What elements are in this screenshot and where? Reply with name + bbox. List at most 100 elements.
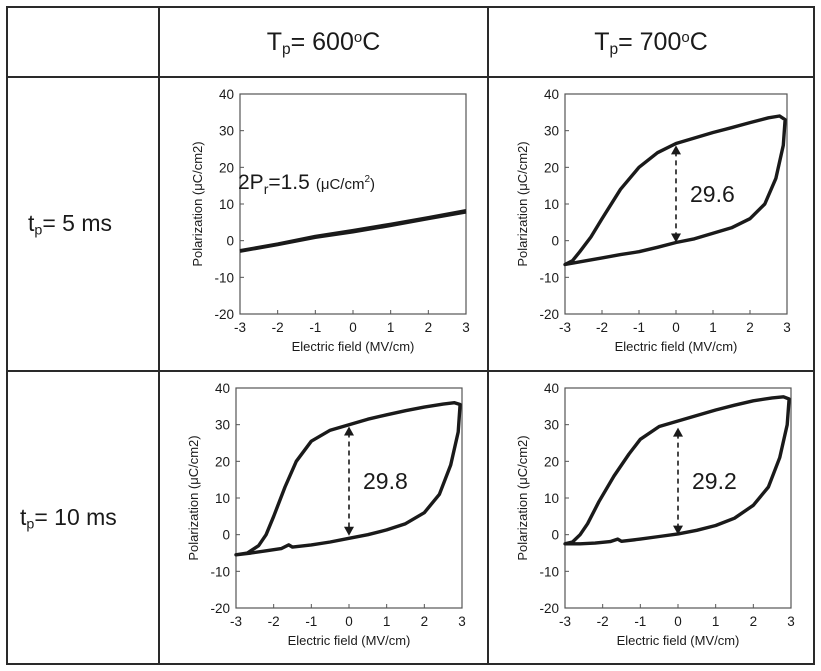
remanent-polarization-value: 29.6 — [690, 181, 735, 207]
row-header-5ms: tp= 5 ms — [28, 210, 112, 239]
x-tick-label: 0 — [345, 614, 353, 629]
table-divider-vertical-2 — [487, 6, 489, 665]
arrow-head-up — [673, 427, 683, 437]
y-tick-label: -20 — [214, 307, 234, 322]
y-tick-label: -10 — [214, 270, 234, 285]
header-degree: o — [353, 28, 363, 46]
x-tick-label: -2 — [596, 320, 608, 335]
y-tick-label: 10 — [544, 491, 559, 506]
y-tick-label: 0 — [226, 234, 234, 249]
remanent-polarization-annotation: 2Pr=1.5 (μC/cm2) — [238, 171, 375, 197]
x-tick-label: -1 — [634, 614, 646, 629]
x-tick-label: 2 — [421, 614, 429, 629]
y-tick-label: 10 — [215, 491, 230, 506]
remanent-polarization-value: 29.8 — [363, 468, 408, 494]
row-symbol: t — [20, 504, 27, 530]
y-tick-label: -10 — [210, 564, 230, 579]
x-tick-label: 2 — [750, 614, 758, 629]
table-divider-horizontal-2 — [6, 370, 815, 372]
y-axis-label: Polarization (μC/cm2) — [186, 435, 201, 560]
x-tick-label: -3 — [230, 614, 242, 629]
table-border-right — [813, 6, 815, 665]
x-tick-label: -1 — [305, 614, 317, 629]
arrow-head-up — [344, 426, 354, 436]
annotation-unit: (μC/cm — [316, 176, 365, 193]
y-tick-label: 10 — [219, 197, 234, 212]
arrow-head-up — [671, 145, 681, 155]
x-tick-label: 2 — [425, 320, 433, 335]
y-tick-label: 30 — [544, 124, 559, 139]
y-tick-label: -20 — [539, 601, 559, 616]
column-header-600C: Tp= 600oC — [160, 28, 487, 59]
x-tick-label: 0 — [672, 320, 680, 335]
x-tick-label: -3 — [234, 320, 246, 335]
y-tick-label: 0 — [551, 234, 559, 249]
y-axis-label: Polarization (μC/cm2) — [190, 141, 205, 266]
arrow-head-down — [673, 525, 683, 535]
arrow-head-down — [671, 233, 681, 243]
x-tick-label: 3 — [783, 320, 791, 335]
column-header-700C: Tp= 700oC — [489, 28, 813, 59]
y-tick-label: 20 — [544, 454, 559, 469]
y-tick-label: 20 — [544, 160, 559, 175]
arrow-head-down — [344, 526, 354, 536]
annotation-value: =1.5 — [268, 171, 309, 194]
y-tick-label: 40 — [544, 87, 559, 102]
x-axis-label: Electric field (MV/cm) — [288, 633, 411, 648]
x-tick-label: -2 — [268, 614, 280, 629]
x-tick-label: -2 — [597, 614, 609, 629]
hysteresis-loop — [234, 401, 462, 557]
header-symbol: T — [266, 28, 282, 56]
x-tick-label: 1 — [387, 320, 395, 335]
header-unit: C — [362, 28, 381, 56]
x-tick-label: 0 — [349, 320, 357, 335]
plot-frame — [564, 93, 788, 315]
x-tick-label: -3 — [559, 320, 571, 335]
chart-panel-10ms-600C: -3 -2 -1 0 1 2 3 -20 -10 0 10 20 30 40 Electric field … — [160, 372, 487, 663]
x-axis-label: Electric field (MV/cm) — [615, 339, 738, 354]
row-value: = 10 ms — [34, 504, 117, 530]
loop-lower-branch — [239, 210, 467, 253]
y-tick-label: 30 — [215, 418, 230, 433]
row-subscript: p — [34, 222, 43, 239]
x-tick-label: 1 — [712, 614, 720, 629]
x-tick-label: -1 — [633, 320, 645, 335]
y-tick-label: 0 — [222, 528, 230, 543]
header-unit: C — [689, 28, 708, 56]
y-tick-label: -10 — [539, 270, 559, 285]
y-axis-label: Polarization (μC/cm2) — [515, 141, 530, 266]
row-subscript: p — [26, 516, 35, 533]
header-subscript: p — [281, 40, 291, 58]
y-tick-label: 30 — [544, 418, 559, 433]
y-tick-label: 0 — [551, 528, 559, 543]
x-tick-label: 3 — [787, 614, 795, 629]
header-value: = 600 — [290, 28, 354, 56]
y-tick-label: 20 — [219, 160, 234, 175]
x-tick-label: -2 — [272, 320, 284, 335]
header-subscript: p — [609, 40, 619, 58]
y-tick-label: -20 — [539, 307, 559, 322]
header-value: = 700 — [618, 28, 682, 56]
x-tick-label: 1 — [709, 320, 717, 335]
y-tick-label: 40 — [215, 381, 230, 396]
x-tick-label: -3 — [559, 614, 571, 629]
chart-panel-10ms-700C: -3 -2 -1 0 1 2 3 -20 -10 0 10 20 30 40 Electric field … — [489, 372, 813, 663]
annotation-symbol: 2P — [238, 171, 264, 194]
x-tick-label: 0 — [674, 614, 682, 629]
y-tick-label: -10 — [539, 564, 559, 579]
header-degree: o — [681, 28, 690, 46]
row-header-10ms: tp= 10 ms — [20, 504, 117, 533]
x-tick-label: 1 — [383, 614, 391, 629]
table-border-bottom — [6, 663, 815, 665]
x-tick-label: 3 — [458, 614, 466, 629]
x-axis-label: Electric field (MV/cm) — [292, 339, 415, 354]
annotation-unit-superscript: 2 — [364, 174, 370, 185]
y-tick-label: 40 — [544, 381, 559, 396]
chart-panel-5ms-700C: -3 -2 -1 0 1 2 3 -20 -10 0 10 20 30 40 Electric field … — [489, 78, 813, 370]
x-axis-label: Electric field (MV/cm) — [617, 633, 740, 648]
